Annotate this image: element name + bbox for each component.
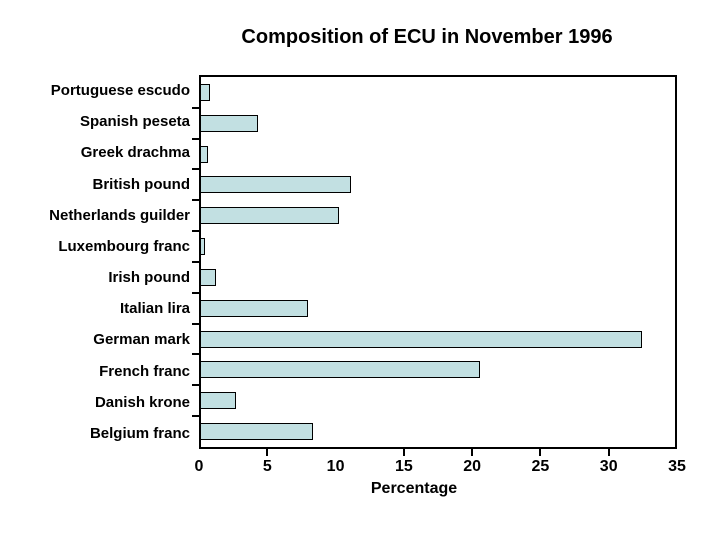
category-label: Irish pound <box>108 269 190 287</box>
bar <box>201 83 211 101</box>
x-axis-ticklabel: 10 <box>326 458 345 475</box>
bar <box>201 299 308 317</box>
x-axis-ticklabel: 20 <box>463 458 482 475</box>
y-axis-tick <box>192 137 200 140</box>
category-label: Greek drachma <box>80 144 190 162</box>
category-label: Spanish peseta <box>79 113 190 131</box>
category-label: British pound <box>92 175 191 193</box>
category-label: Portuguese escudo <box>50 82 190 100</box>
y-axis-tick <box>192 291 200 294</box>
y-axis-tick <box>192 322 200 325</box>
x-axis-ticklabel: 35 <box>668 458 686 475</box>
y-axis-tick <box>192 199 200 202</box>
bar <box>201 361 480 379</box>
category-label: French franc <box>99 362 190 380</box>
x-axis-ticklabel: 25 <box>531 458 550 475</box>
bar <box>201 238 206 256</box>
bar <box>201 207 340 225</box>
y-axis-tick <box>192 384 200 387</box>
category-label: Netherlands guilder <box>49 206 190 224</box>
bar-row <box>192 293 675 325</box>
bar-row <box>192 231 675 263</box>
bar <box>201 176 352 194</box>
x-axis-ticklabel: 15 <box>394 458 413 475</box>
category-label-column: Portuguese escudo Spanish peseta Greek dra… <box>0 75 190 449</box>
y-axis-tick <box>192 168 200 171</box>
x-axis-tickmark <box>266 449 269 456</box>
category-label: Italian lira <box>119 300 190 318</box>
bar <box>201 114 258 132</box>
bar <box>201 268 216 286</box>
x-axis-title: Percentage <box>370 480 458 497</box>
bar-row <box>192 200 675 233</box>
category-label: German mark <box>93 331 190 349</box>
x-axis-tickmark <box>402 449 405 456</box>
x-axis-ticklabel: 5 <box>262 458 272 475</box>
x-axis: 0 5 10 15 20 25 30 35 <box>195 449 686 499</box>
x-axis-tickmark <box>539 449 542 456</box>
bar <box>201 330 643 348</box>
bar-row <box>192 108 675 140</box>
x-axis-tickmark <box>607 449 610 456</box>
bar-row <box>192 139 675 171</box>
bar-row <box>192 169 675 202</box>
bar <box>201 423 314 441</box>
bar-row <box>192 385 675 418</box>
bar-row <box>201 416 675 447</box>
bar <box>201 392 237 410</box>
bar-row <box>192 77 675 109</box>
category-label: Belgium franc <box>89 424 190 442</box>
plot-area <box>192 75 677 449</box>
bar-row <box>192 354 675 387</box>
category-label: Luxembourg franc <box>58 237 190 255</box>
x-axis-ticklabel: 0 <box>194 458 204 475</box>
y-axis-tick <box>192 230 200 233</box>
y-axis-tick <box>192 415 200 418</box>
bar-row <box>192 262 675 294</box>
bar-row <box>192 324 675 356</box>
x-axis-ticklabel: 30 <box>599 458 618 475</box>
bar <box>201 145 208 163</box>
y-axis-tick <box>192 106 200 109</box>
y-axis-tick <box>192 353 200 356</box>
y-axis-tick <box>192 260 200 263</box>
x-axis-tickmark <box>471 449 474 456</box>
category-label: Danish krone <box>94 393 190 411</box>
chart-title: Composition of ECU in November 1996 <box>241 26 613 48</box>
